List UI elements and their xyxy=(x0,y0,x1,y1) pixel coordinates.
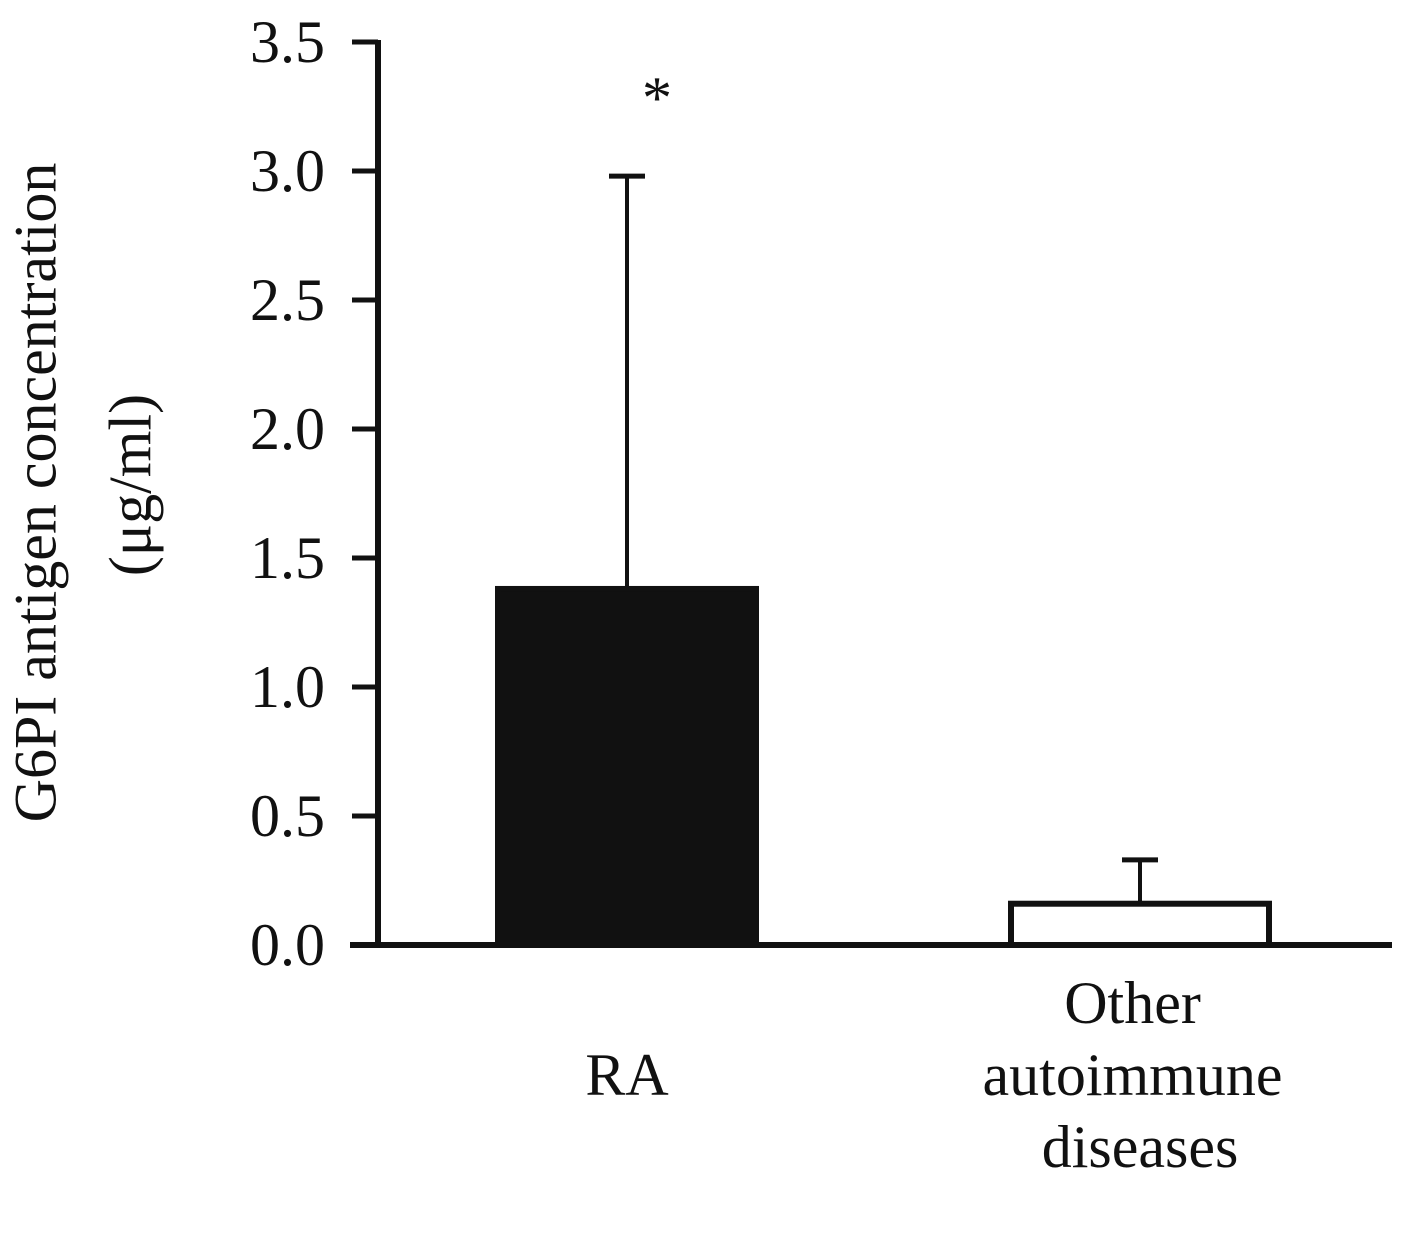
y-tick-label: 3.5 xyxy=(250,9,325,75)
bar xyxy=(1008,900,1272,948)
y-tick-label: 0.5 xyxy=(250,783,325,849)
y-tick-label: 2.5 xyxy=(250,267,325,333)
bar xyxy=(495,585,759,949)
y-tick-label: 1.0 xyxy=(250,654,325,720)
y-tick-label: 1.5 xyxy=(250,525,325,591)
y-axis-label: G6PI antigen concentration (μg/ml) xyxy=(3,148,164,823)
annotation: * xyxy=(642,65,672,131)
x-tick-label: RA xyxy=(585,1042,668,1108)
x-tick-label: Other autoimmune diseases xyxy=(983,970,1298,1180)
y-tick-label: 3.0 xyxy=(250,138,325,204)
y-tick-label: 0.0 xyxy=(250,912,325,978)
y-tick-label: 2.0 xyxy=(250,396,325,462)
